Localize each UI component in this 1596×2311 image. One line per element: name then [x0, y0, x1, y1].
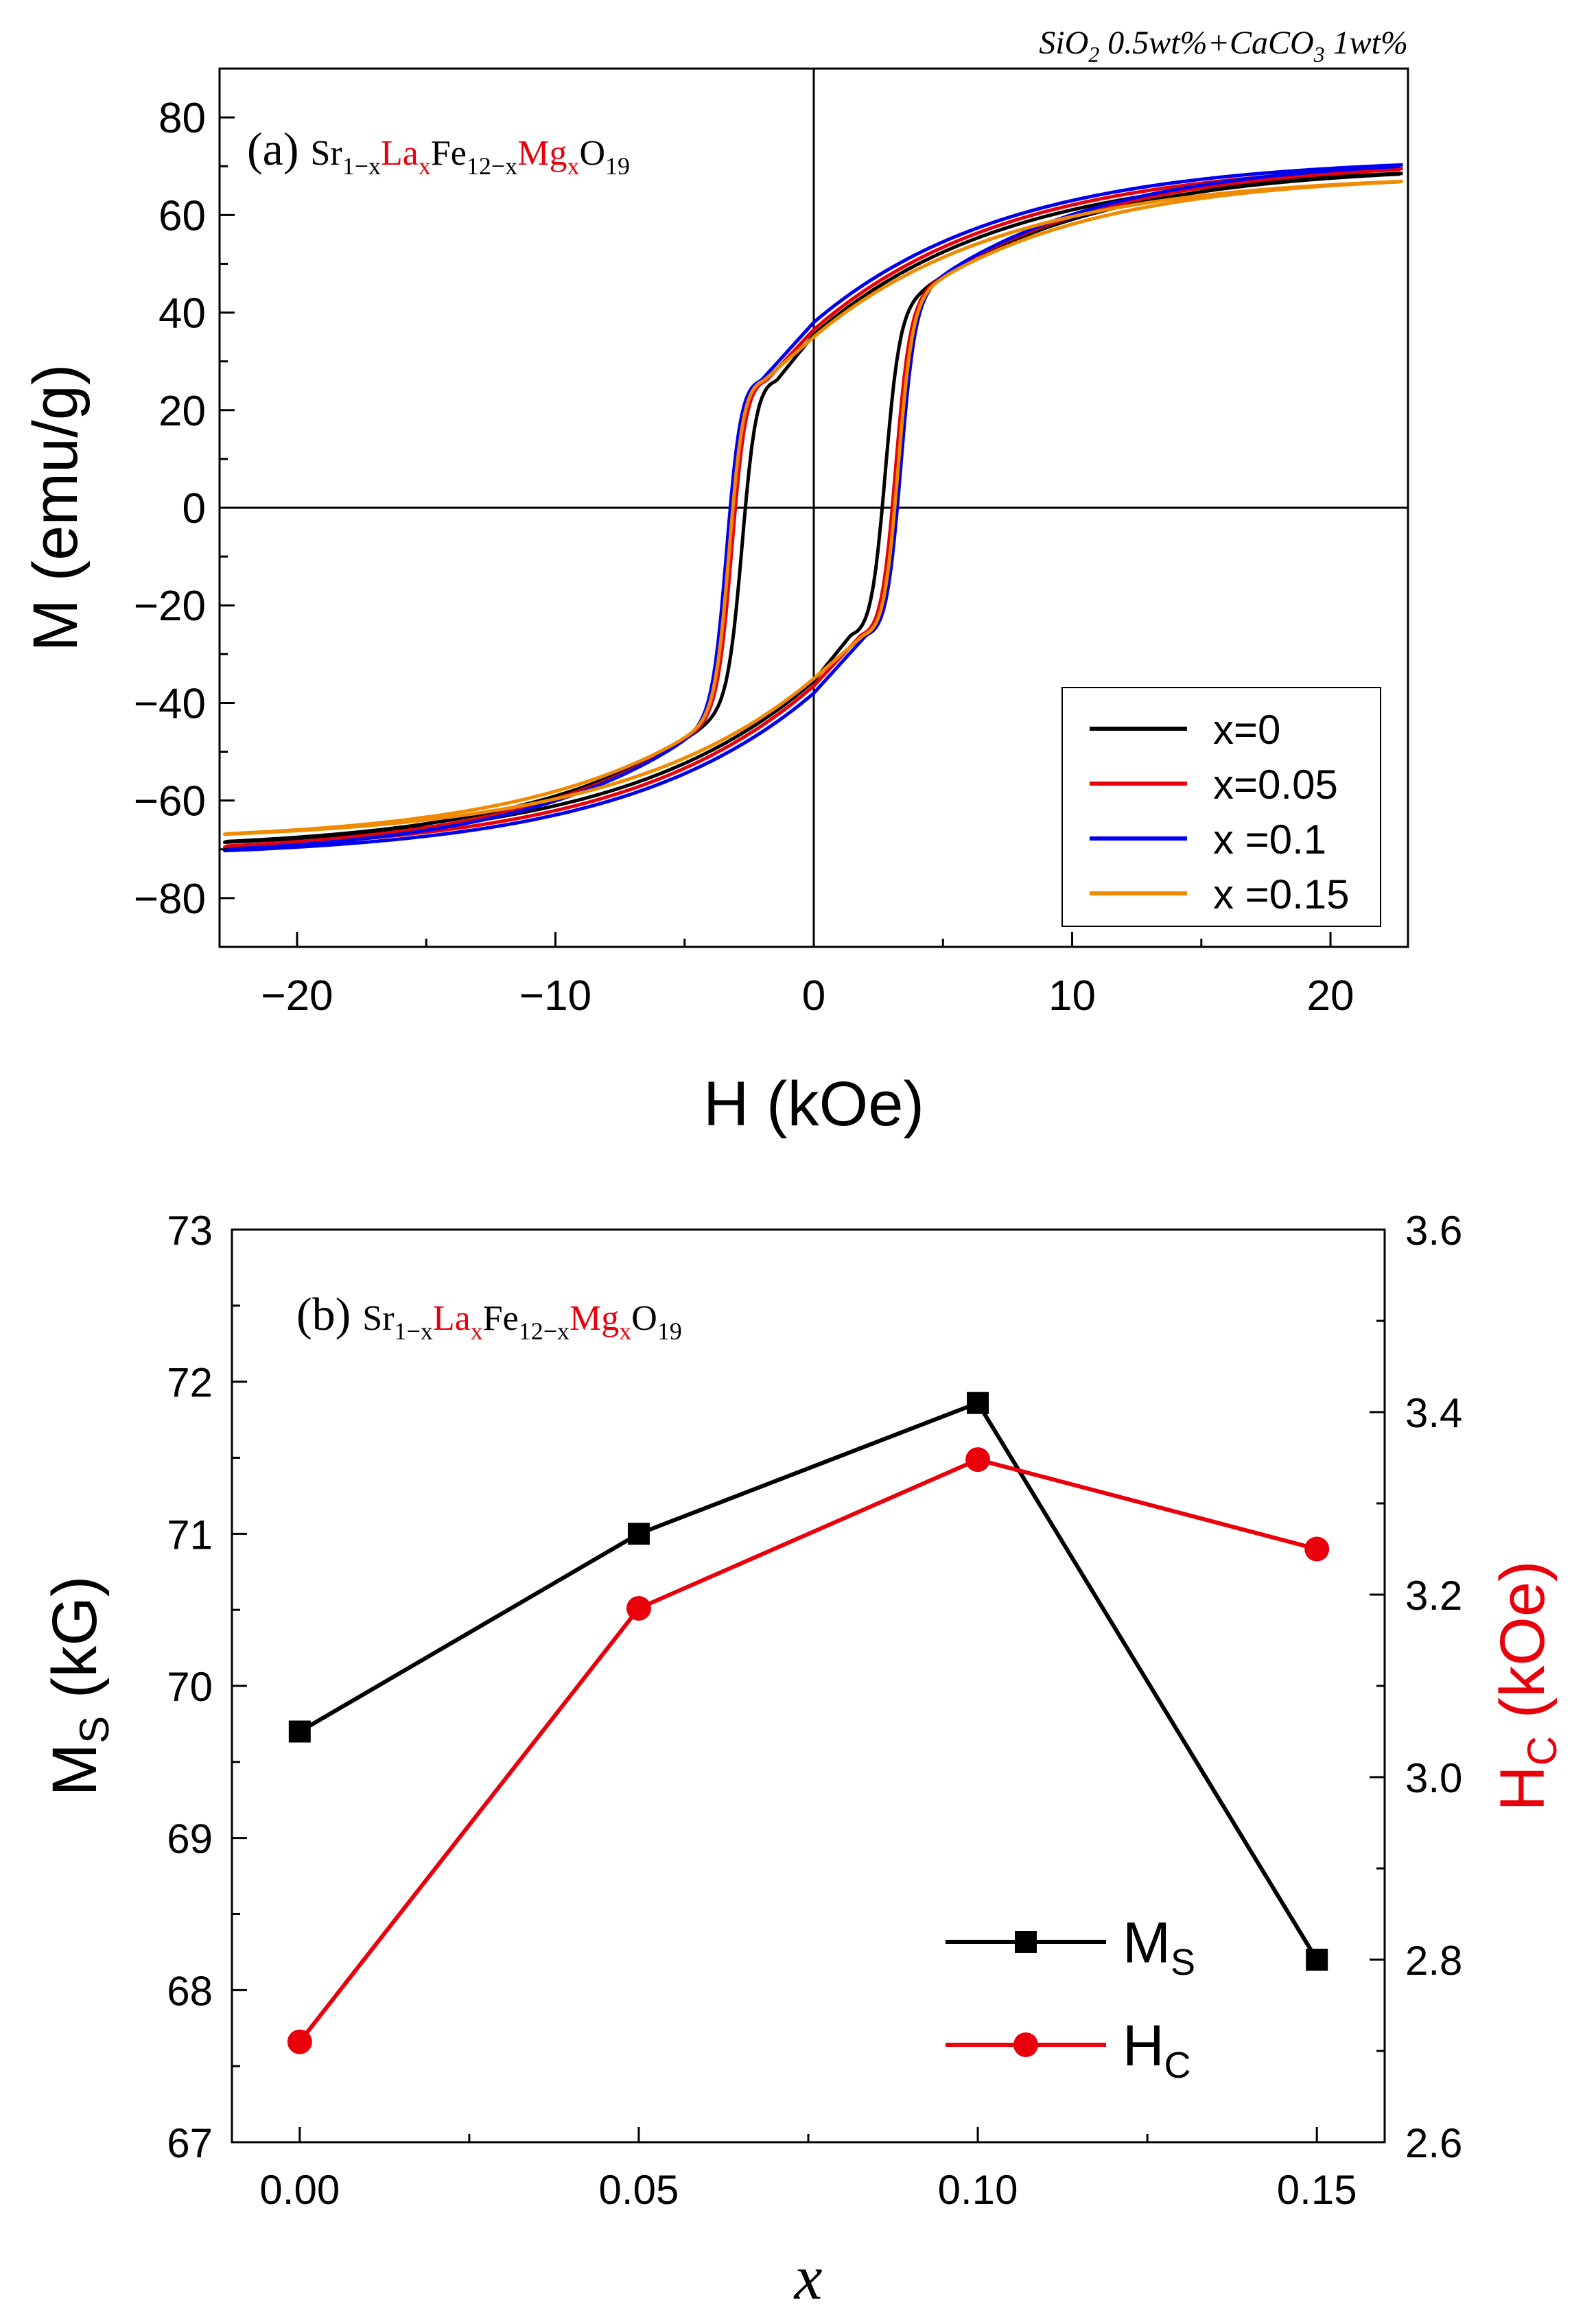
- panel-b-marker-0: [627, 1523, 650, 1545]
- panel-a-x-tick-label: 20: [1307, 972, 1354, 1020]
- panel-b-y-tick-label-left: 71: [167, 1512, 213, 1558]
- panel-b-plot-frame: [231, 1228, 1386, 2144]
- panel-b-y-axis-label-left: MS (kG): [40, 1575, 117, 1796]
- panel-b-y-tick-label-left: 67: [167, 2120, 213, 2166]
- panel-a-x-tick-label: 10: [1048, 972, 1096, 1020]
- panel-a-x-tick-label: −10: [519, 972, 591, 1020]
- panel-b-y-tick-label-left: 72: [167, 1360, 213, 1406]
- panel-a-hysteresis-chart: SiO2 0.5wt%+CaCO3 1wt% −20 −10 0 10 20 −80 −6…: [21, 25, 1409, 1139]
- panel-b-marker-1: [965, 1447, 991, 1473]
- panel-b-marker-1: [1304, 1536, 1330, 1562]
- panel-a-y-tick-label: −80: [134, 876, 206, 923]
- panel-a-legend: x=0 x=0.05 x =0.1 x =0.15: [1061, 687, 1381, 927]
- panel-b-marker-0: [288, 1720, 311, 1743]
- panel-a-y-tick-label: 60: [159, 192, 206, 239]
- panel-b-x-tick-label: 0.05: [599, 2167, 679, 2213]
- panel-b-y-tick-label-right: 3.4: [1405, 1390, 1462, 1436]
- panel-a-legend-label: x =0.15: [1213, 871, 1350, 917]
- panel-a-y-axis-label: M (emu/g): [21, 364, 91, 651]
- panel-a-curve-0: [223, 172, 1403, 844]
- panel-b-x-tick-label: 0.15: [1277, 2167, 1357, 2213]
- panel-b-y-tick-label-right: 2.6: [1405, 2120, 1462, 2166]
- panel-b-marker-1: [626, 1595, 651, 1621]
- panel-b-y-ticks-left: 67 68 69 70 71 72 73: [167, 1208, 247, 2166]
- panel-b-y-tick-label-left: 68: [167, 1968, 213, 2014]
- panel-a-y-tick-label: 80: [159, 95, 206, 142]
- panel-a-x-ticks: −20 −10 0 10 20: [261, 932, 1354, 1020]
- panel-a-legend-label: x=0: [1213, 707, 1280, 753]
- panel-a-composition-label: (a) Sr1−xLaxFe12−xMgxO19: [247, 123, 630, 180]
- panel-b-marker-1: [287, 2029, 312, 2054]
- panel-a-x-tick-label: 0: [802, 972, 825, 1020]
- panel-b-legend-marker: [1013, 2032, 1038, 2057]
- panel-b-marker-0: [967, 1392, 989, 1414]
- panel-b-x-tick-label: 0.00: [259, 2167, 340, 2213]
- panel-b-marker-0: [1306, 1949, 1328, 1971]
- panel-a-y-ticks: −80 −60 −40 −20 0 20 40 60 80: [134, 67, 235, 948]
- panel-b-series: [287, 1392, 1330, 2054]
- panel-a-y-tick-label: 0: [183, 485, 206, 532]
- panel-b-y-tick-label-left: 69: [167, 1816, 213, 1862]
- panel-b-y-tick-label-right: 3.2: [1405, 1573, 1462, 1619]
- panel-b-y-tick-label-right: 3.6: [1405, 1208, 1462, 1254]
- panel-b-y-tick-label-right: 2.8: [1405, 1938, 1462, 1984]
- panel-a-y-tick-label: −20: [134, 583, 206, 630]
- panel-b-y-ticks-right: 2.6 2.8 3.0 3.2 3.4 3.6: [1370, 1208, 1462, 2166]
- panel-b-y-axis-label-right: HC (kOe): [1488, 1560, 1565, 1811]
- panel-b-legend: MS HC: [946, 1910, 1195, 2086]
- panel-a-y-tick-label: −40: [134, 680, 206, 727]
- panel-a-annotation: SiO2 0.5wt%+CaCO3 1wt%: [1039, 25, 1408, 67]
- panel-a-y-tick-label: 40: [159, 290, 206, 338]
- panel-b-legend-label: MS: [1123, 1910, 1195, 1983]
- panel-a-x-axis-label: H (kOe): [703, 1069, 924, 1139]
- panel-b-x-tick-label: 0.10: [938, 2167, 1018, 2213]
- panel-b-series-line-1: [298, 1457, 1317, 2043]
- panel-a-y-tick-label: 20: [159, 388, 206, 435]
- panel-b-composition-label: (b) Sr1−xLaxFe12−xMgxO19: [296, 1288, 682, 1345]
- panel-a-zero-lines: [220, 69, 1408, 947]
- panel-b-x-axis-label: x: [793, 2242, 823, 2311]
- panel-a-curve-3: [223, 179, 1403, 836]
- panel-b-x-ticks: 0.00 0.05 0.10 0.15: [259, 2127, 1357, 2213]
- panel-b-series-line-0: [298, 1400, 1319, 1961]
- panel-b-y-tick-label-right: 3.0: [1405, 1755, 1462, 1801]
- panel-b-ms-hc-chart: 0.00 0.05 0.10 0.15 67 68 69 70 71 72 73 2.6 2.8 3.…: [40, 1208, 1565, 2311]
- panel-b-legend-marker: [1015, 1931, 1037, 1953]
- panel-b-y-tick-label-left: 73: [167, 1208, 213, 1254]
- panel-a-y-tick-label: −60: [134, 778, 206, 825]
- panel-a-legend-label: x =0.1: [1213, 817, 1326, 863]
- panel-a-x-tick-label: −20: [261, 972, 333, 1020]
- panel-a-legend-label: x=0.05: [1213, 762, 1338, 808]
- panel-b-y-tick-label-left: 70: [167, 1664, 213, 1710]
- panel-b-legend-label: HC: [1123, 2013, 1191, 2086]
